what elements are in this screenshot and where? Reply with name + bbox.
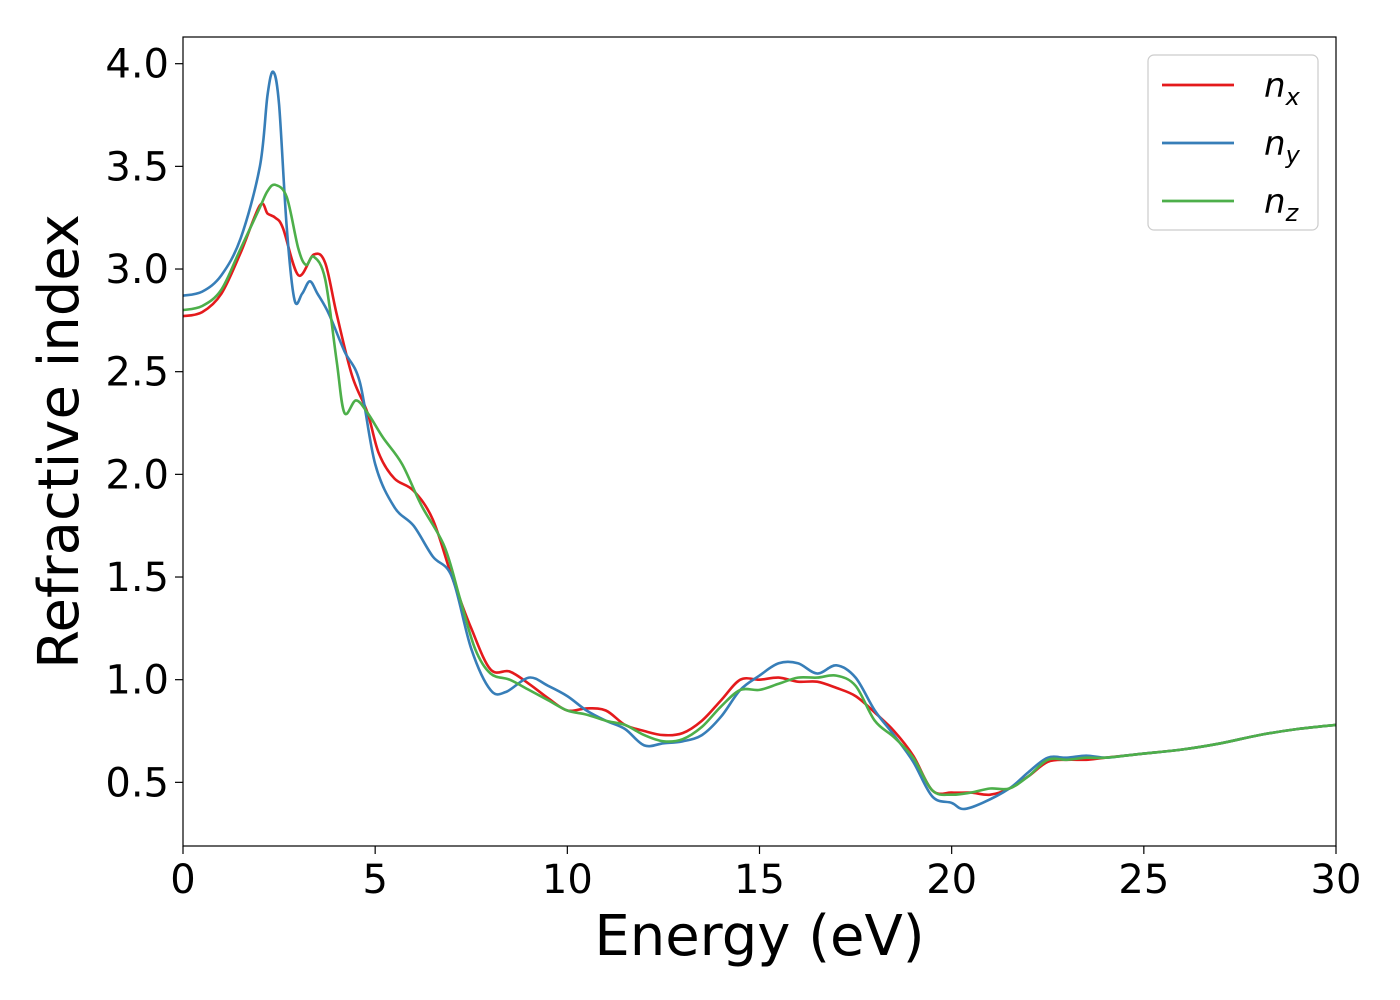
y-tick-label: 4.0 xyxy=(105,42,169,88)
x-tick-label: 5 xyxy=(362,857,387,903)
x-tick-label: 0 xyxy=(170,857,195,903)
y-tick-label: 1.0 xyxy=(105,658,169,704)
x-tick-label: 20 xyxy=(926,857,977,903)
legend-entry-n_z: nz xyxy=(1162,182,1300,227)
x-axis: 0 5 10 15 20 25 30 xyxy=(170,846,1361,903)
series-line-n_x xyxy=(183,202,1336,797)
legend-label: nx xyxy=(1264,66,1301,111)
series-line-n_y xyxy=(183,70,1336,811)
x-tick-label: 15 xyxy=(734,857,785,903)
y-tick-label: 1.5 xyxy=(105,555,169,601)
x-axis-title: Energy (eV) xyxy=(594,904,924,969)
legend-label: ny xyxy=(1264,124,1301,169)
y-tick-label: 2.5 xyxy=(105,350,169,396)
y-tick-label: 0.5 xyxy=(105,760,169,806)
x-tick-label: 25 xyxy=(1118,857,1169,903)
y-tick-label: 3.5 xyxy=(105,144,169,190)
legend-label: nz xyxy=(1264,182,1300,227)
legend: nx ny nz xyxy=(1147,54,1319,231)
x-tick-label: 30 xyxy=(1311,857,1362,903)
series-lines xyxy=(183,70,1336,811)
y-tick-label: 2.0 xyxy=(105,452,169,498)
y-tick-label: 3.0 xyxy=(105,247,169,293)
legend-entry-n_y: ny xyxy=(1162,124,1301,169)
legend-entry-n_x: nx xyxy=(1162,66,1301,111)
y-axis-title: Refractive index xyxy=(27,214,92,669)
y-axis: 0.5 1.0 1.5 2.0 2.5 3.0 3.5 4.0 xyxy=(105,42,183,806)
series-line-n_z xyxy=(183,183,1336,797)
x-tick-label: 10 xyxy=(542,857,593,903)
